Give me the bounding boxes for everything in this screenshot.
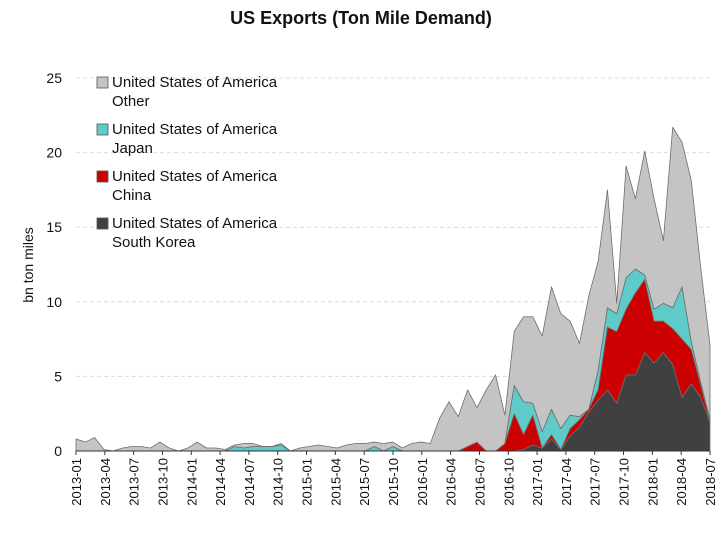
legend-label: China — [112, 187, 152, 204]
x-tick-label: 2013-04 — [98, 458, 113, 506]
x-tick-label: 2015-04 — [328, 458, 343, 506]
legend-swatch — [96, 217, 109, 230]
y-axis-label: bn ton miles — [20, 227, 36, 302]
x-tick-label: 2013-07 — [127, 458, 142, 506]
y-tick-label: 25 — [46, 70, 62, 86]
x-tick-label: 2018-07 — [703, 458, 718, 506]
y-tick-label: 0 — [54, 443, 62, 459]
chart-title: US Exports (Ton Mile Demand) — [230, 8, 492, 28]
y-tick-label: 15 — [46, 219, 62, 235]
y-tick-label: 20 — [46, 145, 62, 161]
legend-label: Japan — [112, 140, 153, 157]
legend-label: United States of America — [112, 215, 278, 232]
x-tick-label: 2016-04 — [444, 458, 459, 506]
legend-swatch — [96, 123, 109, 136]
x-tick-label: 2016-01 — [415, 458, 430, 506]
x-tick-label: 2017-04 — [559, 458, 574, 506]
x-tick-label: 2018-04 — [674, 458, 689, 506]
x-tick-label: 2018-01 — [645, 458, 660, 506]
legend-swatch — [96, 76, 109, 89]
x-tick-label: 2017-01 — [530, 458, 545, 506]
x-tick-label: 2016-10 — [501, 458, 516, 506]
x-tick-label: 2015-07 — [357, 458, 372, 506]
x-tick-label: 2013-01 — [69, 458, 84, 506]
y-axis: 0 5 10 15 20 25 — [46, 70, 62, 459]
legend-label: Other — [112, 93, 150, 110]
legend-label: United States of America — [112, 168, 278, 185]
y-tick-label: 10 — [46, 294, 62, 310]
x-tick-label: 2013-10 — [155, 458, 170, 506]
x-tick-label: 2014-10 — [271, 458, 286, 506]
x-tick-label: 2017-10 — [617, 458, 632, 506]
y-tick-label: 5 — [54, 368, 62, 384]
x-axis: 2013-01 2013-04 2013-07 2013-10 2014-01 2014-… — [69, 450, 718, 506]
legend: United States of America Other United Stat… — [96, 74, 278, 251]
legend-label: United States of America — [112, 121, 278, 138]
legend-label: United States of America — [112, 74, 278, 91]
x-tick-label: 2014-01 — [184, 458, 199, 506]
x-tick-label: 2015-01 — [300, 458, 315, 506]
legend-swatch — [96, 170, 109, 183]
x-tick-label: 2014-07 — [242, 458, 257, 506]
x-tick-label: 2014-04 — [213, 458, 228, 506]
x-tick-label: 2015-10 — [386, 458, 401, 506]
x-tick-label: 2016-07 — [472, 458, 487, 506]
legend-label: South Korea — [112, 234, 196, 251]
x-tick-label: 2017-07 — [588, 458, 603, 506]
